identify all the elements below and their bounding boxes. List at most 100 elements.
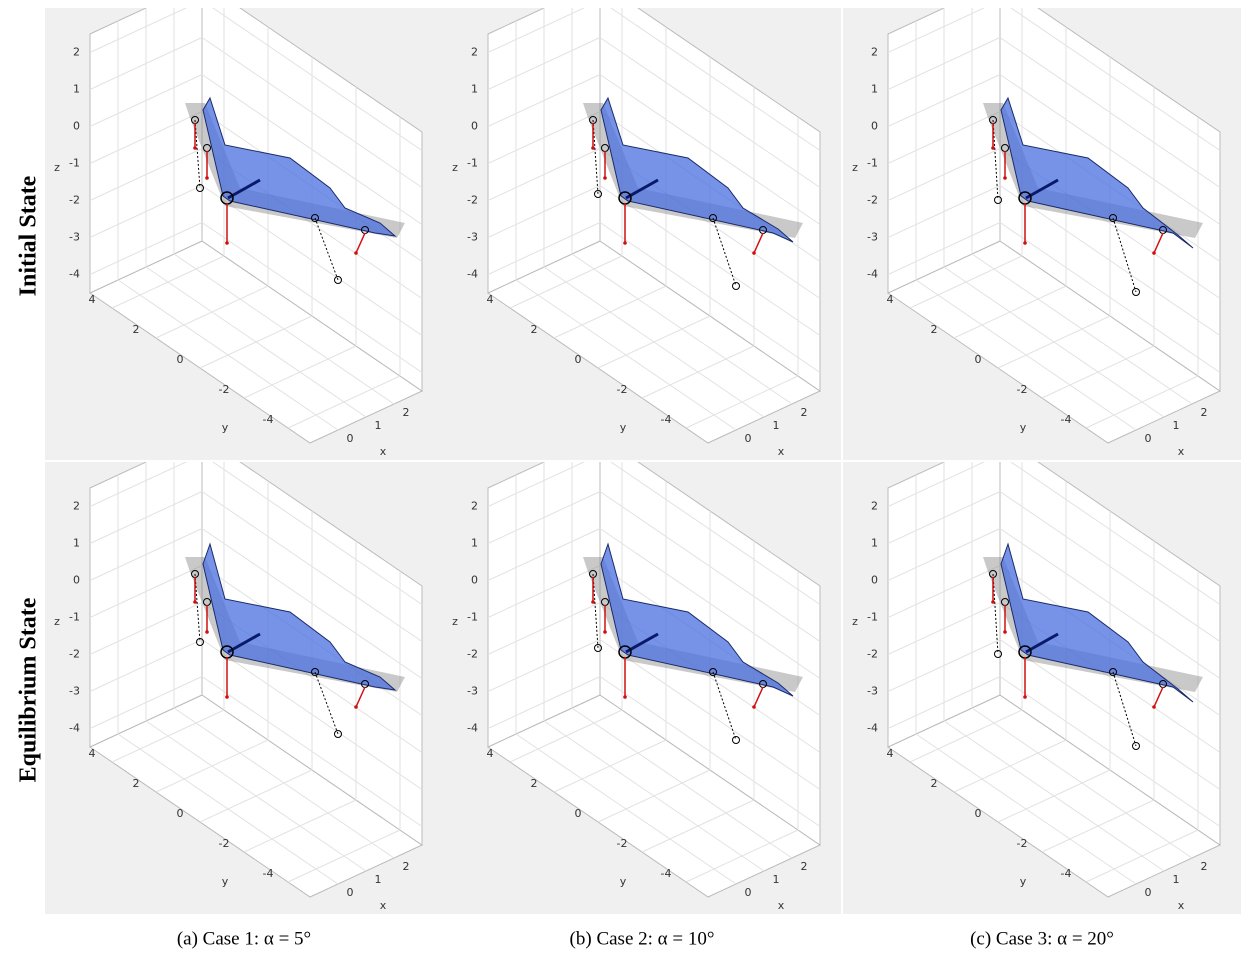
- y-tick-label: -4: [661, 867, 672, 880]
- y-tick-label: 2: [931, 323, 938, 336]
- y-tick-label: 4: [887, 293, 894, 306]
- node: [1109, 668, 1117, 676]
- z-axis-label: z: [54, 161, 60, 174]
- force-arrow: [1153, 686, 1164, 708]
- anchor: [594, 190, 602, 198]
- x-axis-label: x: [1178, 899, 1185, 912]
- row-label: Equilibrium State: [16, 597, 42, 782]
- y-tick-label: 2: [133, 777, 140, 790]
- x-tick-label: 0: [745, 432, 752, 445]
- z-tick-label: -2: [69, 648, 80, 661]
- wing: [600, 542, 794, 697]
- tether: [1112, 217, 1137, 293]
- arrow-head: [1003, 630, 1007, 634]
- plot-panel: 2 1 0 -1 -2 -3 -4 4 2 0 -2 -4 0 1 2 z y x: [843, 462, 1241, 914]
- node: [709, 214, 717, 222]
- y-tick-label: 4: [89, 293, 96, 306]
- y-tick-label: 2: [531, 777, 538, 790]
- node: [311, 668, 319, 676]
- arrow-head: [991, 146, 995, 150]
- arrow-head: [354, 251, 358, 255]
- arrow-head: [205, 176, 209, 180]
- z-tick-label: 0: [471, 120, 478, 133]
- y-axis-label: y: [222, 875, 229, 888]
- y-tick-label: -2: [219, 383, 230, 396]
- arrow-head: [752, 705, 756, 709]
- force-arrow: [1153, 232, 1164, 254]
- body-axis: [227, 178, 261, 200]
- x-tick-label: 1: [1173, 419, 1180, 432]
- x-axis-label: x: [778, 899, 785, 912]
- y-tick-label: -2: [1017, 383, 1028, 396]
- plot-panel: 2 1 0 -1 -2 -3 -4 4 2 0 -2 -4 0 1 2 z y x: [45, 462, 443, 914]
- y-tick-label: 0: [177, 807, 184, 820]
- y-tick-label: -4: [263, 867, 274, 880]
- z-tick-label: 1: [471, 537, 478, 550]
- y-tick-label: 4: [487, 747, 494, 760]
- grid-line: [173, 253, 395, 405]
- y-axis-label: y: [1020, 875, 1027, 888]
- z-tick-label: -1: [69, 611, 80, 624]
- y-tick-label: -2: [617, 837, 628, 850]
- z-tick-label: 1: [871, 537, 878, 550]
- arrow-head: [354, 705, 358, 709]
- arrow-head: [225, 695, 229, 699]
- x-tick-label: 2: [801, 406, 808, 419]
- arrow-head: [591, 146, 595, 150]
- x-tick-label: 1: [773, 873, 780, 886]
- plane: [583, 557, 803, 692]
- z-tick-label: 0: [871, 120, 878, 133]
- y-tick-label: 2: [931, 777, 938, 790]
- z-tick-label: -1: [467, 157, 478, 170]
- grid-line: [117, 279, 339, 431]
- z-tick-label: 1: [871, 83, 878, 96]
- plane: [983, 557, 1203, 692]
- x-tick-label: 0: [1145, 886, 1152, 899]
- x-tick-label: 1: [375, 873, 382, 886]
- x-tick-label: 2: [403, 860, 410, 873]
- y-tick-label: 0: [575, 353, 582, 366]
- anchor: [334, 276, 342, 284]
- arrow-head: [752, 251, 756, 255]
- force-arrow: [355, 686, 366, 708]
- grid-line: [915, 733, 1137, 885]
- grid-line: [571, 253, 793, 405]
- z-tick-label: -4: [69, 268, 80, 281]
- z-tick-label: -2: [867, 648, 878, 661]
- z-axis-label: z: [852, 161, 858, 174]
- y-tick-label: 4: [487, 293, 494, 306]
- y-tick-label: -2: [219, 837, 230, 850]
- wing: [1000, 96, 1194, 249]
- grid-line: [117, 733, 339, 885]
- tether: [992, 573, 999, 655]
- grid-line: [971, 707, 1193, 859]
- grid-line: [943, 266, 1165, 418]
- z-tick-label: 1: [471, 83, 478, 96]
- x-axis-label: x: [1178, 445, 1185, 458]
- grid-line: [515, 733, 737, 885]
- arrow-head: [603, 176, 607, 180]
- y-tick-label: 4: [89, 747, 96, 760]
- plane: [583, 103, 803, 238]
- z-tick-label: 2: [871, 46, 878, 59]
- wing: [202, 96, 397, 237]
- caption: (b) Case 2: α = 10°: [570, 928, 715, 949]
- z-tick-label: -1: [69, 157, 80, 170]
- y-tick-label: 0: [975, 353, 982, 366]
- grid-line: [145, 720, 367, 872]
- arrow-head: [623, 695, 627, 699]
- x-tick-label: 1: [1173, 873, 1180, 886]
- grid-line: [173, 707, 395, 859]
- z-tick-label: -1: [867, 157, 878, 170]
- z-tick-label: 2: [73, 500, 80, 513]
- caption: (a) Case 1: α = 5°: [177, 928, 311, 949]
- arrow-head: [623, 241, 627, 245]
- anchor: [594, 644, 602, 652]
- x-tick-label: 1: [375, 419, 382, 432]
- z-tick-label: -3: [467, 231, 478, 244]
- y-tick-label: 2: [531, 323, 538, 336]
- arrow-head: [205, 630, 209, 634]
- z-axis-label: z: [452, 161, 458, 174]
- x-tick-label: 0: [347, 432, 354, 445]
- y-tick-label: 0: [975, 807, 982, 820]
